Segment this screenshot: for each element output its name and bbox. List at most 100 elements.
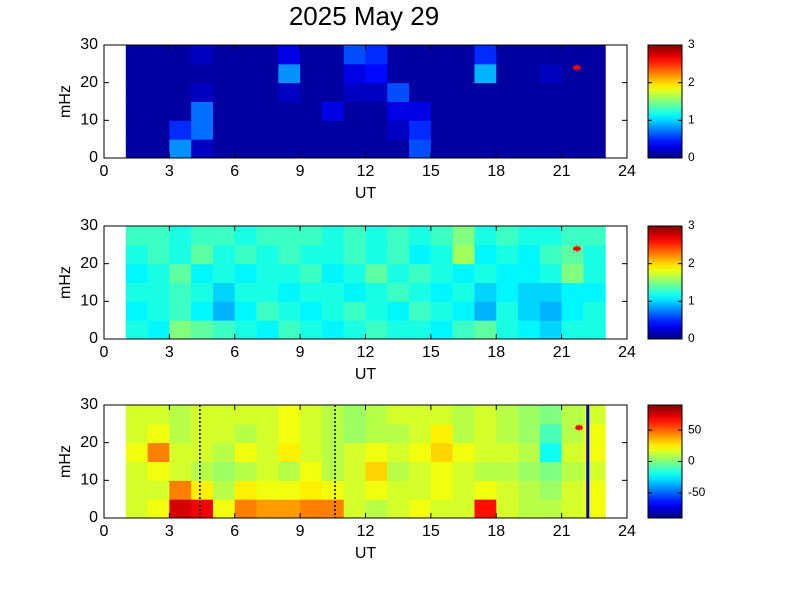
heat-cell <box>191 480 214 500</box>
heat-cell <box>147 120 170 140</box>
heat-cell <box>583 244 606 265</box>
y-axis-label: mHz <box>57 445 74 478</box>
heat-cell <box>409 101 432 121</box>
y-tick-label: 20 <box>80 255 98 272</box>
heat-cell <box>518 226 541 246</box>
heat-cell <box>387 423 410 444</box>
heat-cell <box>539 301 563 321</box>
x-tick-label: 21 <box>553 344 571 361</box>
heat-cell <box>191 63 214 84</box>
heat-cell <box>278 405 301 425</box>
heat-cell <box>212 301 236 321</box>
heat-cell <box>234 282 258 302</box>
heat-cell <box>321 101 345 121</box>
heat-cell <box>169 461 192 481</box>
heat-cell <box>256 320 279 340</box>
heat-cell <box>278 139 301 159</box>
marker <box>572 245 581 252</box>
heat-cell <box>343 301 366 321</box>
heat-cell <box>343 45 366 65</box>
x-tick-label: 6 <box>230 344 239 361</box>
heat-cell <box>212 442 236 462</box>
heat-cell <box>278 101 301 121</box>
heat-cell <box>212 320 236 340</box>
heat-cell <box>452 499 475 519</box>
heat-cell <box>430 320 454 340</box>
heat-cell <box>256 405 279 425</box>
heat-cell <box>343 405 366 425</box>
heat-cell <box>147 301 170 321</box>
heat-cell <box>321 405 345 425</box>
heat-cell <box>539 423 563 444</box>
heat-cell <box>169 405 192 425</box>
heat-cell <box>300 320 323 340</box>
heat-cell <box>278 480 301 500</box>
heat-cell <box>518 139 541 159</box>
heat-cell <box>452 320 475 340</box>
colorbar-tick-label: 0 <box>688 454 695 468</box>
heat-cell <box>474 45 497 65</box>
heat-cell <box>234 301 258 321</box>
x-tick-label: 12 <box>357 523 375 540</box>
heat-cell <box>452 244 475 265</box>
y-tick-label: 0 <box>89 149 98 166</box>
heat-cell <box>212 480 236 500</box>
heat-cell <box>300 461 323 481</box>
y-tick-label: 30 <box>80 396 98 413</box>
heat-cell <box>430 82 454 102</box>
heat-cell <box>278 45 301 65</box>
heat-cell <box>191 82 214 102</box>
x-tick-label: 6 <box>230 163 239 180</box>
heat-cell <box>387 480 410 500</box>
heat-cell <box>539 461 563 481</box>
heat-cell <box>321 63 345 84</box>
x-tick-label: 0 <box>100 344 109 361</box>
heat-cell <box>300 282 323 302</box>
colorbar-tick-label: 0 <box>688 150 695 164</box>
heat-cell <box>343 82 366 102</box>
x-tick-label: 9 <box>296 163 305 180</box>
y-tick-label: 0 <box>89 509 98 526</box>
heat-cell <box>169 244 192 265</box>
heat-cell <box>496 120 519 140</box>
x-tick-label: 9 <box>296 523 305 540</box>
heat-cell <box>278 120 301 140</box>
heat-cell <box>147 423 170 444</box>
heat-cell <box>409 226 432 246</box>
heat-cell <box>518 423 541 444</box>
colorbar-tick-label: 2 <box>688 256 695 270</box>
heat-cell <box>343 120 366 140</box>
heat-cell <box>561 101 584 121</box>
heat-cell <box>583 226 606 246</box>
heat-cell <box>474 461 497 481</box>
heat-cell <box>409 320 432 340</box>
heat-cell <box>561 282 584 302</box>
heat-cell <box>212 423 236 444</box>
heat-cell <box>365 461 388 481</box>
heat-cell <box>321 139 345 159</box>
x-tick-label: 15 <box>422 163 440 180</box>
x-axis-label: UT <box>355 366 377 383</box>
colorbar-tick-label: 3 <box>688 218 695 232</box>
x-tick-label: 6 <box>230 523 239 540</box>
heat-cell <box>234 139 258 159</box>
heat-cell <box>409 301 432 321</box>
heat-cell <box>518 82 541 102</box>
heat-cell <box>278 499 301 519</box>
heat-cell <box>125 226 149 246</box>
heat-cell <box>212 63 236 84</box>
heat-cell <box>561 442 584 462</box>
heat-cell <box>583 320 606 340</box>
heat-cell <box>278 320 301 340</box>
heat-cell <box>387 263 410 283</box>
heat-cell <box>452 442 475 462</box>
heat-cell <box>452 480 475 500</box>
heat-cell <box>125 45 149 65</box>
heat-cell <box>539 282 563 302</box>
heat-cell <box>539 226 563 246</box>
heat-cell <box>539 139 563 159</box>
heat-cell <box>518 282 541 302</box>
heat-cell <box>321 461 345 481</box>
heat-cell <box>518 244 541 265</box>
heat-cell <box>474 423 497 444</box>
